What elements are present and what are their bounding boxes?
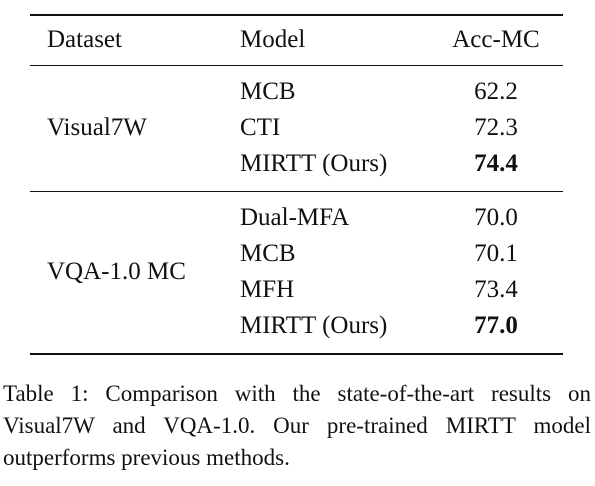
model-cell: MIRTT (Ours) [240,312,388,339]
acc-cell: 77.0 [474,312,518,339]
model-cell: MIRTT (Ours) [240,150,388,177]
table-rule [30,65,563,67]
header-cell: Dataset [47,26,122,53]
acc-cell: 62.2 [474,78,518,105]
table-caption: Table 1: Comparison with the state-of-th… [3,381,591,470]
acc-cell: 70.1 [474,240,518,267]
dataset-cell: VQA-1.0 MC [47,258,186,285]
acc-cell: 74.4 [474,150,518,177]
acc-cell: 72.3 [474,114,518,141]
table-rule [30,14,563,16]
model-cell: MCB [240,78,296,105]
acc-cell: 73.4 [474,276,518,303]
model-cell: MFH [240,276,295,303]
table-rule [30,191,563,193]
acc-cell: 70.0 [474,204,518,231]
dataset-cell: Visual7W [47,114,147,141]
header-cell: Acc-MC [452,26,540,53]
table-rule [30,353,563,355]
header-cell: Model [240,26,306,53]
model-cell: MCB [240,240,296,267]
model-cell: CTI [240,114,281,141]
model-cell: Dual-MFA [240,204,350,231]
